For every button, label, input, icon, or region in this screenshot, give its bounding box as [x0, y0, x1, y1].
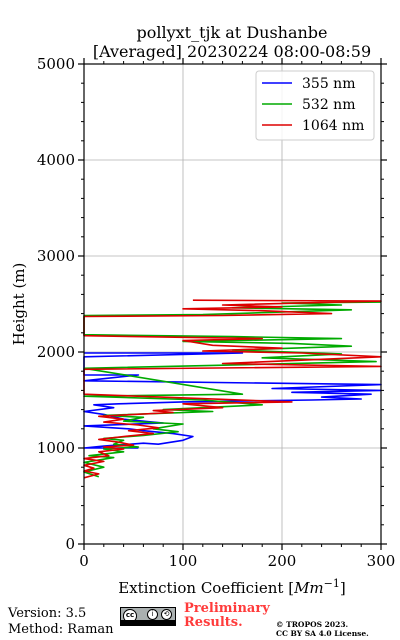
y-tick-label: 4000 — [37, 151, 75, 169]
cc-license-badge: cc i ⟲ — [120, 607, 176, 626]
preliminary-line2: Results. — [184, 615, 243, 630]
y-axis-label: Height (m) — [10, 263, 28, 346]
plot-series-group — [83, 299, 382, 479]
legend: 355 nm 532 nm 1064 nm — [255, 70, 375, 141]
x-axis-label-suffix: ] — [340, 579, 346, 597]
x-axis-label-prefix: Extinction Coefficient [ — [118, 579, 294, 597]
x-tick-label: 100 — [169, 552, 198, 570]
series-line-355-nm — [83, 352, 382, 449]
legend-label: 355 nm — [302, 76, 355, 92]
copyright-line1: © TROPOS 2023. — [276, 620, 349, 629]
copyright-line2: CC BY SA 4.0 License. — [276, 629, 369, 638]
x-axis-label: Extinction Coefficient [Mm−1] — [118, 577, 345, 597]
copyright-notice: © TROPOS 2023. CC BY SA 4.0 License. — [276, 620, 396, 638]
chart-title-line1: pollyxt_tjk at Dushanbe — [136, 23, 327, 42]
share-alike-icon: ⟲ — [161, 609, 172, 620]
x-tick-label: 0 — [79, 552, 89, 570]
legend-box — [255, 70, 375, 141]
series-line-1064-nm — [83, 299, 382, 479]
plot-frame — [83, 63, 382, 545]
attribution-icon: i — [147, 609, 158, 620]
method-text: Method: Raman — [8, 622, 114, 637]
legend-label: 532 nm — [302, 97, 355, 113]
y-tick-label: 0 — [65, 535, 75, 553]
y-tick-label: 3000 — [37, 247, 75, 265]
chart-title-line2: [Averaged] 20230224 08:00-08:59 — [93, 42, 371, 61]
x-axis-label-unit: Mm — [293, 579, 324, 597]
y-tick-label: 1000 — [37, 439, 75, 457]
legend-label: 1064 nm — [302, 118, 364, 134]
version-text: Version: 3.5 — [8, 606, 87, 621]
y-tick-label: 5000 — [37, 55, 75, 73]
preliminary-line1: Preliminary — [184, 601, 270, 616]
preliminary-results-note: Preliminary Results. — [184, 602, 284, 630]
y-tick-label: 2000 — [37, 343, 75, 361]
extinction-profile-chart: pollyxt_tjk at Dushanbe [Averaged] 20230… — [10, 23, 396, 597]
badge-strip — [121, 620, 175, 625]
x-tick-label: 300 — [367, 552, 396, 570]
x-axis-label-exponent: −1 — [324, 577, 340, 590]
x-tick-label: 200 — [268, 552, 297, 570]
